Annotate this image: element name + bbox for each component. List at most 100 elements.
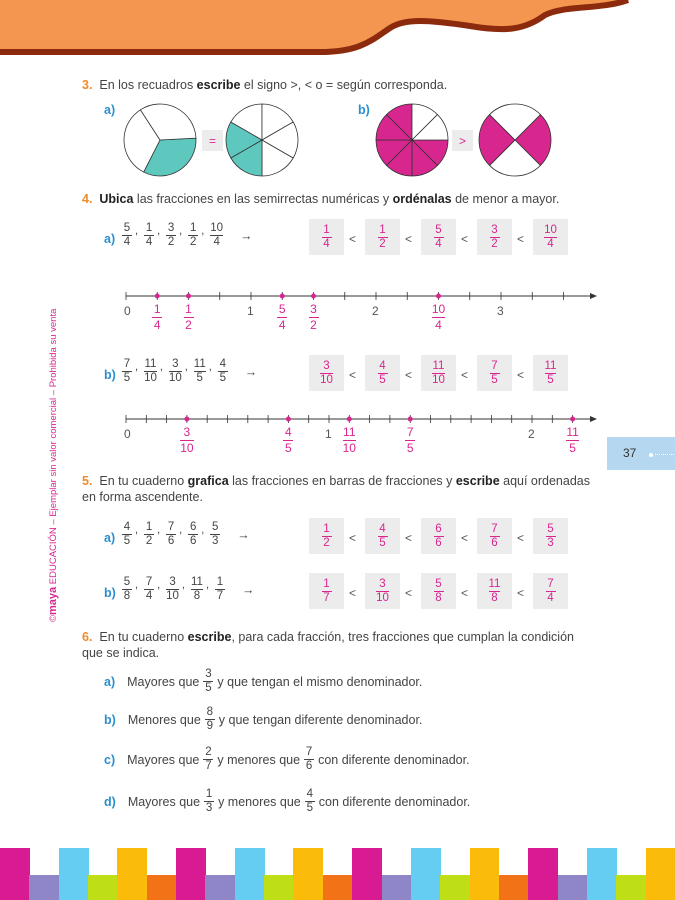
denominator: 6 [435,536,442,549]
denominator: 10 [166,590,179,602]
q6-text: y menores que [217,752,301,767]
denominator: 5 [285,441,292,455]
fraction-point-label: 45 [283,425,294,455]
less-than-sign: < [349,531,357,545]
fraction-point [436,293,441,299]
q3-b-answer-box[interactable]: > [452,130,473,151]
q4-b-given-fractions: 7 5, 11 10, 3 10, 11 5, 4 5 → [122,358,258,384]
q5-a-label: a) [104,531,116,545]
denominator: 4 [547,591,554,604]
q3-a-answer-box[interactable]: = [202,130,223,151]
fraction-point [285,416,291,422]
numerator: 3 [172,358,179,370]
numerator: 7 [123,358,131,370]
numerator: 7 [145,576,153,588]
numerator: 3 [169,576,176,588]
q4-b-answer-box[interactable]: 3 10 [309,355,344,391]
numerator: 10 [210,222,224,234]
q5-b-answer-box[interactable]: 3 10 [365,573,400,609]
numerator: 1 [323,223,330,236]
q6-item: b) Menores que 8 9 y que tengan diferente de… [104,706,423,732]
fraction-point-label: 32 [308,302,319,333]
denominator: 2 [145,535,153,547]
integer-label: 0 [124,427,131,441]
less-than-sign: < [405,232,413,246]
denominator: 4 [145,236,153,248]
denominator: 10 [432,373,445,386]
pie-a-sixths [225,103,299,177]
numerator: 3 [323,359,330,372]
less-than-sign: < [461,232,469,246]
denominator: 3 [212,535,219,547]
fraction-point [407,416,413,422]
q6-item: a) Mayores que 3 5 y que tengan el mismo den… [104,668,423,694]
integer-label: 2 [528,427,535,441]
numerator: 2 [205,746,212,758]
stripe [146,875,177,900]
q6-item: d) Mayores que 1 3 y menores que 4 5 con difere… [104,788,471,815]
arrow-icon: → [242,582,255,597]
numerator: 7 [406,425,414,439]
q4-b-answer-box[interactable]: 11 10 [421,355,456,391]
q6-text: y que tengan el mismo denominador. [217,674,423,689]
denominator: 7 [323,591,330,604]
numerator: 4 [285,425,292,439]
numerator: 4 [379,359,386,372]
denominator: 8 [435,591,442,604]
q3-b-label: b) [358,103,370,117]
pie-a-thirds [123,103,197,177]
denominator: 4 [435,318,442,332]
q6-text: Mayores que [127,752,200,767]
denominator: 2 [185,318,192,332]
q6-item: c) Mayores que 2 7 y menores que 7 6 con difere… [104,746,470,773]
fraction: 11 8 [190,576,203,603]
stripe [176,848,206,900]
q4-a-answer-box[interactable]: 10 4 [533,219,568,255]
fraction-point [184,416,190,422]
fraction-point-label: 14 [152,302,163,333]
pie-sector [488,139,542,177]
numerator: 7 [491,522,498,535]
less-than-sign: < [349,232,357,246]
fraction: 3 10 [376,578,389,605]
q3-a-label: a) [104,103,116,117]
q4-b-label: b) [104,368,116,382]
fraction: 10 4 [544,224,557,251]
numerator: 1 [153,302,161,316]
q6-text: y que tengan diferente denominador. [218,712,423,727]
fraction: 11 8 [488,577,501,605]
page-number: 37 [623,446,637,460]
numerator: 11 [488,577,501,590]
less-than-sign: < [349,586,357,600]
fraction-point-label: 75 [405,425,416,455]
integer-label: 1 [325,427,332,441]
numerator: 5 [212,521,219,533]
q4-b-answer-box[interactable]: 11 5 [533,355,568,391]
q5-b-answer-box[interactable]: 11 8 [477,573,512,609]
